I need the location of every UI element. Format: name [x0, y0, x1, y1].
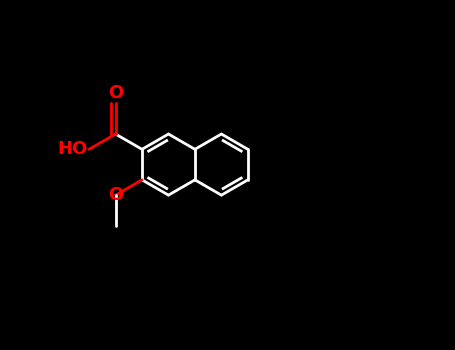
Text: O: O: [108, 84, 123, 102]
Text: O: O: [108, 186, 123, 204]
Text: HO: HO: [57, 140, 87, 158]
